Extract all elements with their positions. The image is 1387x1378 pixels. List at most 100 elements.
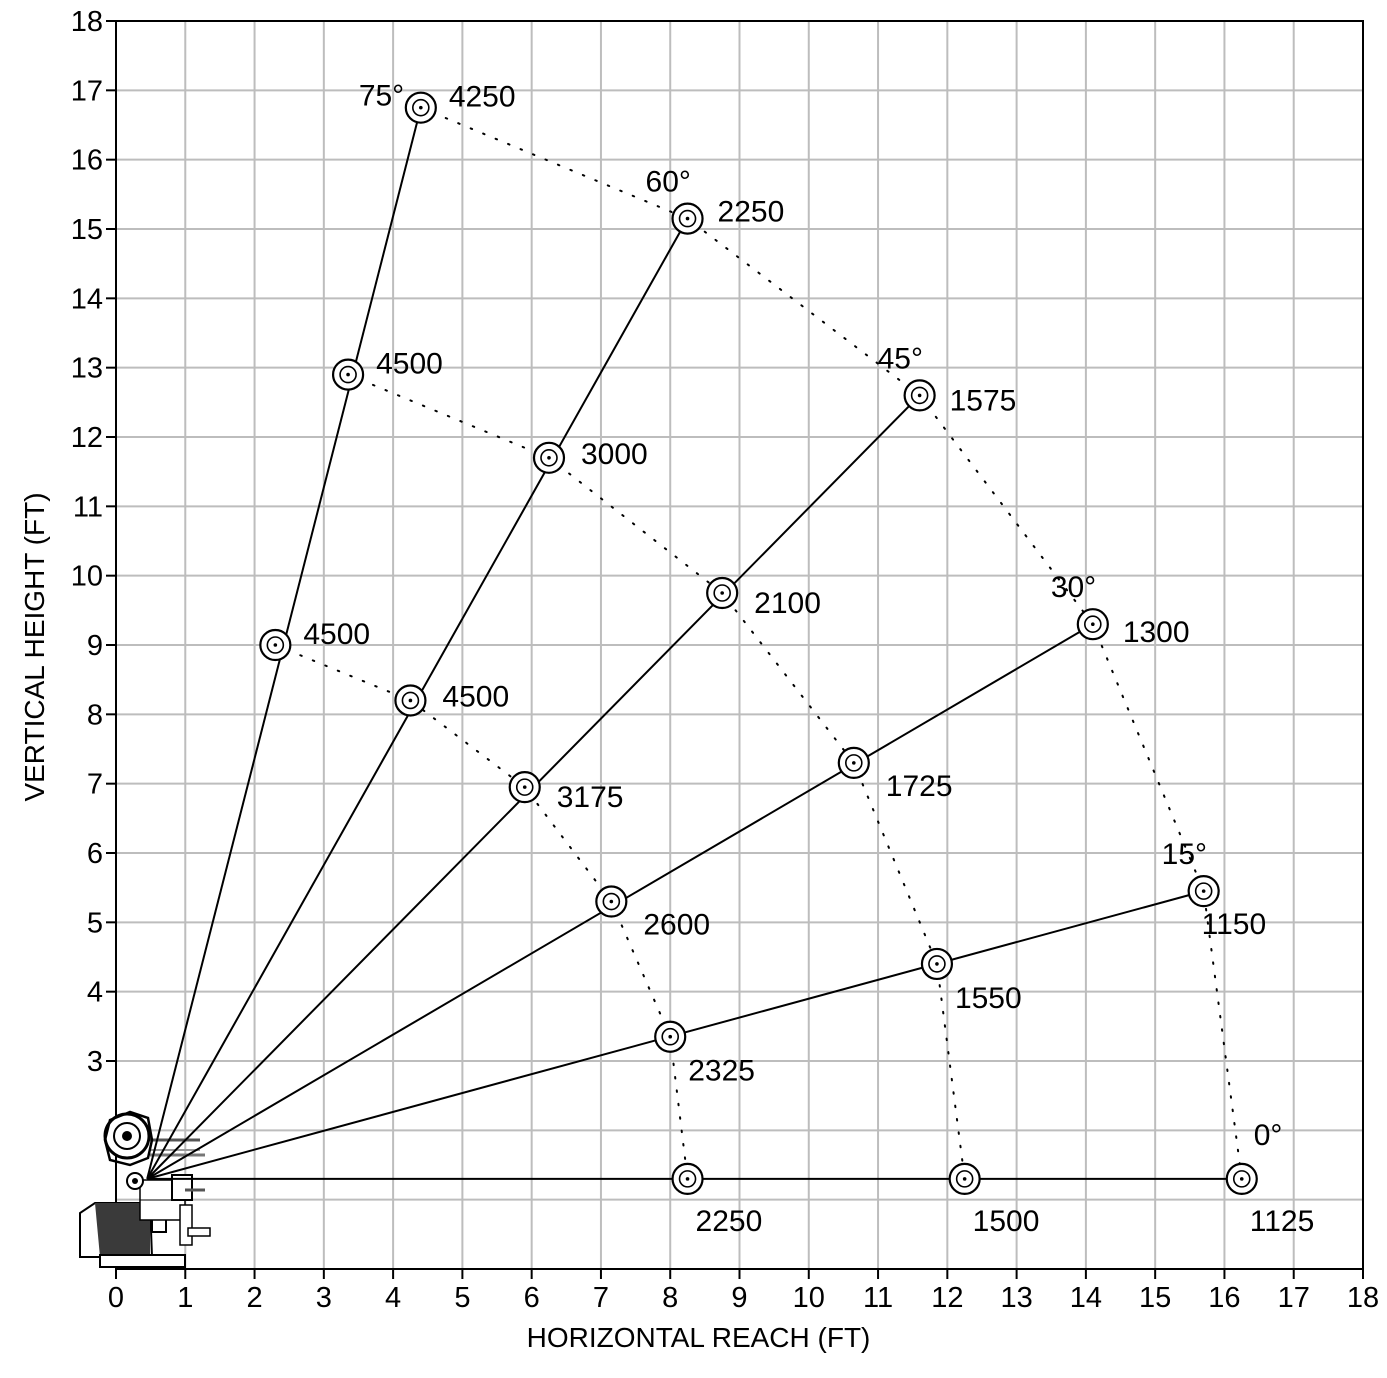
y-tick-label: 15 [71,214,103,246]
capacity-label: 3000 [581,438,648,471]
load-point-center [346,372,350,377]
load-point-center [917,393,922,398]
capacity-arc [419,106,1243,1180]
x-tick-label: 14 [1070,1282,1102,1314]
load-point-inner [401,691,420,710]
x-tick-label: 0 [108,1282,124,1314]
x-tick-label: 10 [793,1282,825,1314]
load-point-inner [678,1170,697,1188]
capacity-label: 1725 [886,770,953,803]
load-point-inner [845,754,863,772]
y-tick-label: 6 [87,838,103,870]
capacity-label: 3175 [557,781,624,814]
y-tick-label: 10 [71,561,103,593]
load-point-center [962,1177,967,1181]
capacity-label: 4500 [303,618,370,651]
capacity-arc [347,373,966,1180]
load-point-inner [339,365,357,384]
x-tick-label: 7 [593,1282,609,1314]
y-axis-label: VERTICAL HEIGHT (FT) [19,492,50,802]
load-point-inner [661,1027,680,1046]
load-point-center [668,1034,673,1039]
x-tick-label: 2 [246,1282,262,1314]
capacity-arcs [274,106,1243,1180]
capacity-label: 1300 [1123,616,1190,649]
load-point-center [1239,1177,1244,1181]
y-tick-label: 9 [87,630,103,662]
capacity-label: 1150 [1202,908,1267,941]
y-tick-label: 11 [73,491,103,523]
x-tick-label: 1 [177,1282,193,1314]
x-tick-label: 17 [1278,1282,1310,1314]
load-point-inner [910,386,929,405]
load-point-center [419,105,423,110]
y-tick-label: 3 [87,1046,103,1078]
load-point-inner [928,955,946,973]
x-tick-label: 4 [385,1282,401,1314]
x-tick-label: 16 [1208,1282,1240,1314]
y-tick-label: 4 [87,977,103,1009]
capacity-label: 1575 [950,384,1017,417]
load-point-inner [1084,615,1102,634]
y-tick-label: 16 [71,145,103,177]
crane-base-illustration [79,1110,211,1268]
load-point-inner [955,1170,974,1188]
x-tick-label: 9 [731,1282,747,1314]
capacity-label: 1125 [1250,1205,1315,1238]
load-point-inner [515,778,534,796]
x-tick-label: 12 [931,1282,963,1314]
load-point-inner [540,448,558,467]
capacity-label: 2100 [754,587,821,620]
capacity-label: 1500 [973,1205,1040,1238]
angle-label: 60° [646,166,691,199]
load-point-center [720,591,724,595]
capacity-label: 2325 [688,1055,755,1088]
y-tick-label: 13 [71,353,103,385]
data-labels: 4500 4500 4250 75° 4500 3000 2250 60° 3175 2100 15… [303,80,1314,1238]
y-tick-labels: 3 4 5 6 7 8 9 10 11 12 13 14 15 16 17 18 [71,6,103,1078]
load-point-center [1091,622,1095,626]
capacity-label: 2250 [718,196,785,229]
x-tick-label: 6 [524,1282,540,1314]
y-tick-label: 12 [71,422,103,454]
y-tick-label: 7 [87,769,103,801]
x-tick-label: 15 [1139,1282,1171,1314]
load-point-center [273,643,278,647]
load-point-inner [678,209,697,228]
angle-label: 0° [1254,1119,1283,1152]
load-point-inner [1194,882,1213,900]
x-tick-label: 13 [1000,1282,1032,1314]
x-tick-label: 3 [316,1282,332,1314]
angle-label: 15° [1162,838,1207,871]
load-point-center [408,698,413,703]
load-point-center [547,456,551,460]
y-tick-label: 17 [71,75,103,107]
y-tick-label: 5 [87,907,103,939]
x-axis-label: HORIZONTAL REACH (FT) [526,1322,871,1353]
x-tick-label: 8 [662,1282,678,1314]
y-tick-label: 8 [87,699,103,731]
capacity-label: 2600 [643,909,710,942]
load-point-center [609,899,614,904]
load-point-inner [412,98,430,117]
x-tick-label: 11 [863,1282,893,1314]
x-tick-labels: 0 1 2 3 4 5 6 7 8 9 10 11 12 13 14 15 16 17 18 [108,1282,1379,1314]
load-point-center [852,761,856,765]
load-points [259,91,1258,1195]
angle-label: 45° [878,342,923,375]
capacity-label: 4500 [442,680,509,713]
load-point-inner [713,584,731,602]
load-point-center [935,962,939,966]
load-point-inner [602,892,621,911]
capacity-label: 4250 [449,81,516,114]
load-point-center [522,785,527,789]
angle-label: 30° [1051,571,1096,604]
capacity-arc [274,644,689,1180]
capacity-label: 2250 [696,1205,763,1238]
x-tick-label: 18 [1347,1282,1379,1314]
y-tick-label: 14 [71,283,103,315]
capacity-label: 1550 [955,982,1022,1015]
load-point-inner [266,636,285,654]
load-point-center [685,216,690,221]
